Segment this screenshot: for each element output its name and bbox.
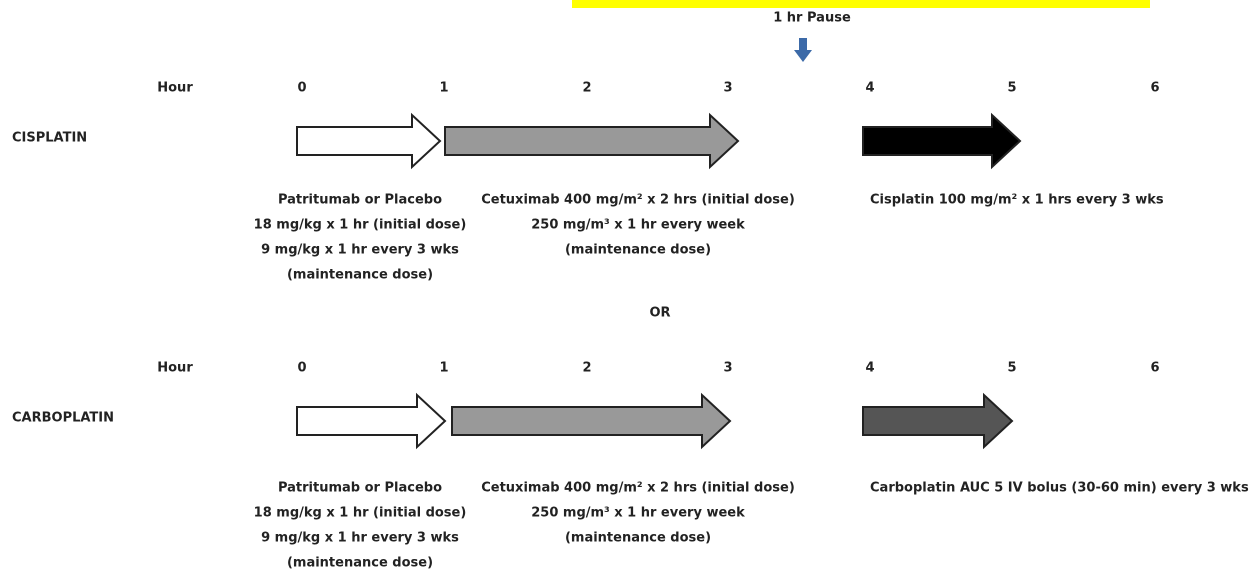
hour-tick: 1 xyxy=(439,361,448,376)
dose-text: 18 mg/kg x 1 hr (initial dose) xyxy=(254,506,467,521)
hour-tick: 4 xyxy=(865,81,874,96)
hour-tick: 6 xyxy=(1150,361,1159,376)
hour-label: Hour xyxy=(157,81,193,96)
hour-tick: 5 xyxy=(1007,361,1016,376)
arrow xyxy=(862,112,1022,170)
dose-text: 9 mg/kg x 1 hr every 3 wks xyxy=(261,531,459,546)
hour-tick: 6 xyxy=(1150,81,1159,96)
dose-text: 18 mg/kg x 1 hr (initial dose) xyxy=(254,218,467,233)
dose-text: 250 mg/m³ x 1 hr every week xyxy=(531,506,745,521)
hour-tick: 2 xyxy=(582,361,591,376)
hour-tick: 1 xyxy=(439,81,448,96)
dose-text: (maintenance dose) xyxy=(565,531,711,546)
hour-tick: 0 xyxy=(297,361,306,376)
dose-text: 250 mg/m³ x 1 hr every week xyxy=(531,218,745,233)
dose-text: (maintenance dose) xyxy=(287,556,433,571)
highlight xyxy=(572,0,1150,8)
dose-text: Cetuximab 400 mg/m² x 2 hrs (initial dos… xyxy=(481,481,795,496)
arrow xyxy=(451,392,732,450)
dose-text: (maintenance dose) xyxy=(287,268,433,283)
dose-text: Cisplatin 100 mg/m² x 1 hrs every 3 wks xyxy=(870,193,1164,208)
dose-text: (maintenance dose) xyxy=(565,243,711,258)
dose-text: Cetuximab 400 mg/m² x 2 hrs (initial dos… xyxy=(481,193,795,208)
dose-text: 9 mg/kg x 1 hr every 3 wks xyxy=(261,243,459,258)
dose-text: Patritumab or Placebo xyxy=(278,193,442,208)
hour-label: Hour xyxy=(157,361,193,376)
arrow xyxy=(862,392,1014,450)
pause-arrow xyxy=(794,38,812,62)
arrow xyxy=(296,392,447,450)
dose-text: Carboplatin AUC 5 IV bolus (30-60 min) e… xyxy=(870,481,1249,496)
hour-tick: 3 xyxy=(723,81,732,96)
hour-tick: 0 xyxy=(297,81,306,96)
hour-tick: 5 xyxy=(1007,81,1016,96)
pause-label: 1 hr Pause xyxy=(773,11,851,26)
hour-tick: 4 xyxy=(865,361,874,376)
hour-tick: 2 xyxy=(582,81,591,96)
arrow xyxy=(296,112,442,170)
hour-tick: 3 xyxy=(723,361,732,376)
dose-text: Patritumab or Placebo xyxy=(278,481,442,496)
separator: OR xyxy=(649,306,670,321)
arrow xyxy=(444,112,740,170)
regimen-name: CISPLATIN xyxy=(12,131,87,146)
regimen-name: CARBOPLATIN xyxy=(12,411,114,426)
